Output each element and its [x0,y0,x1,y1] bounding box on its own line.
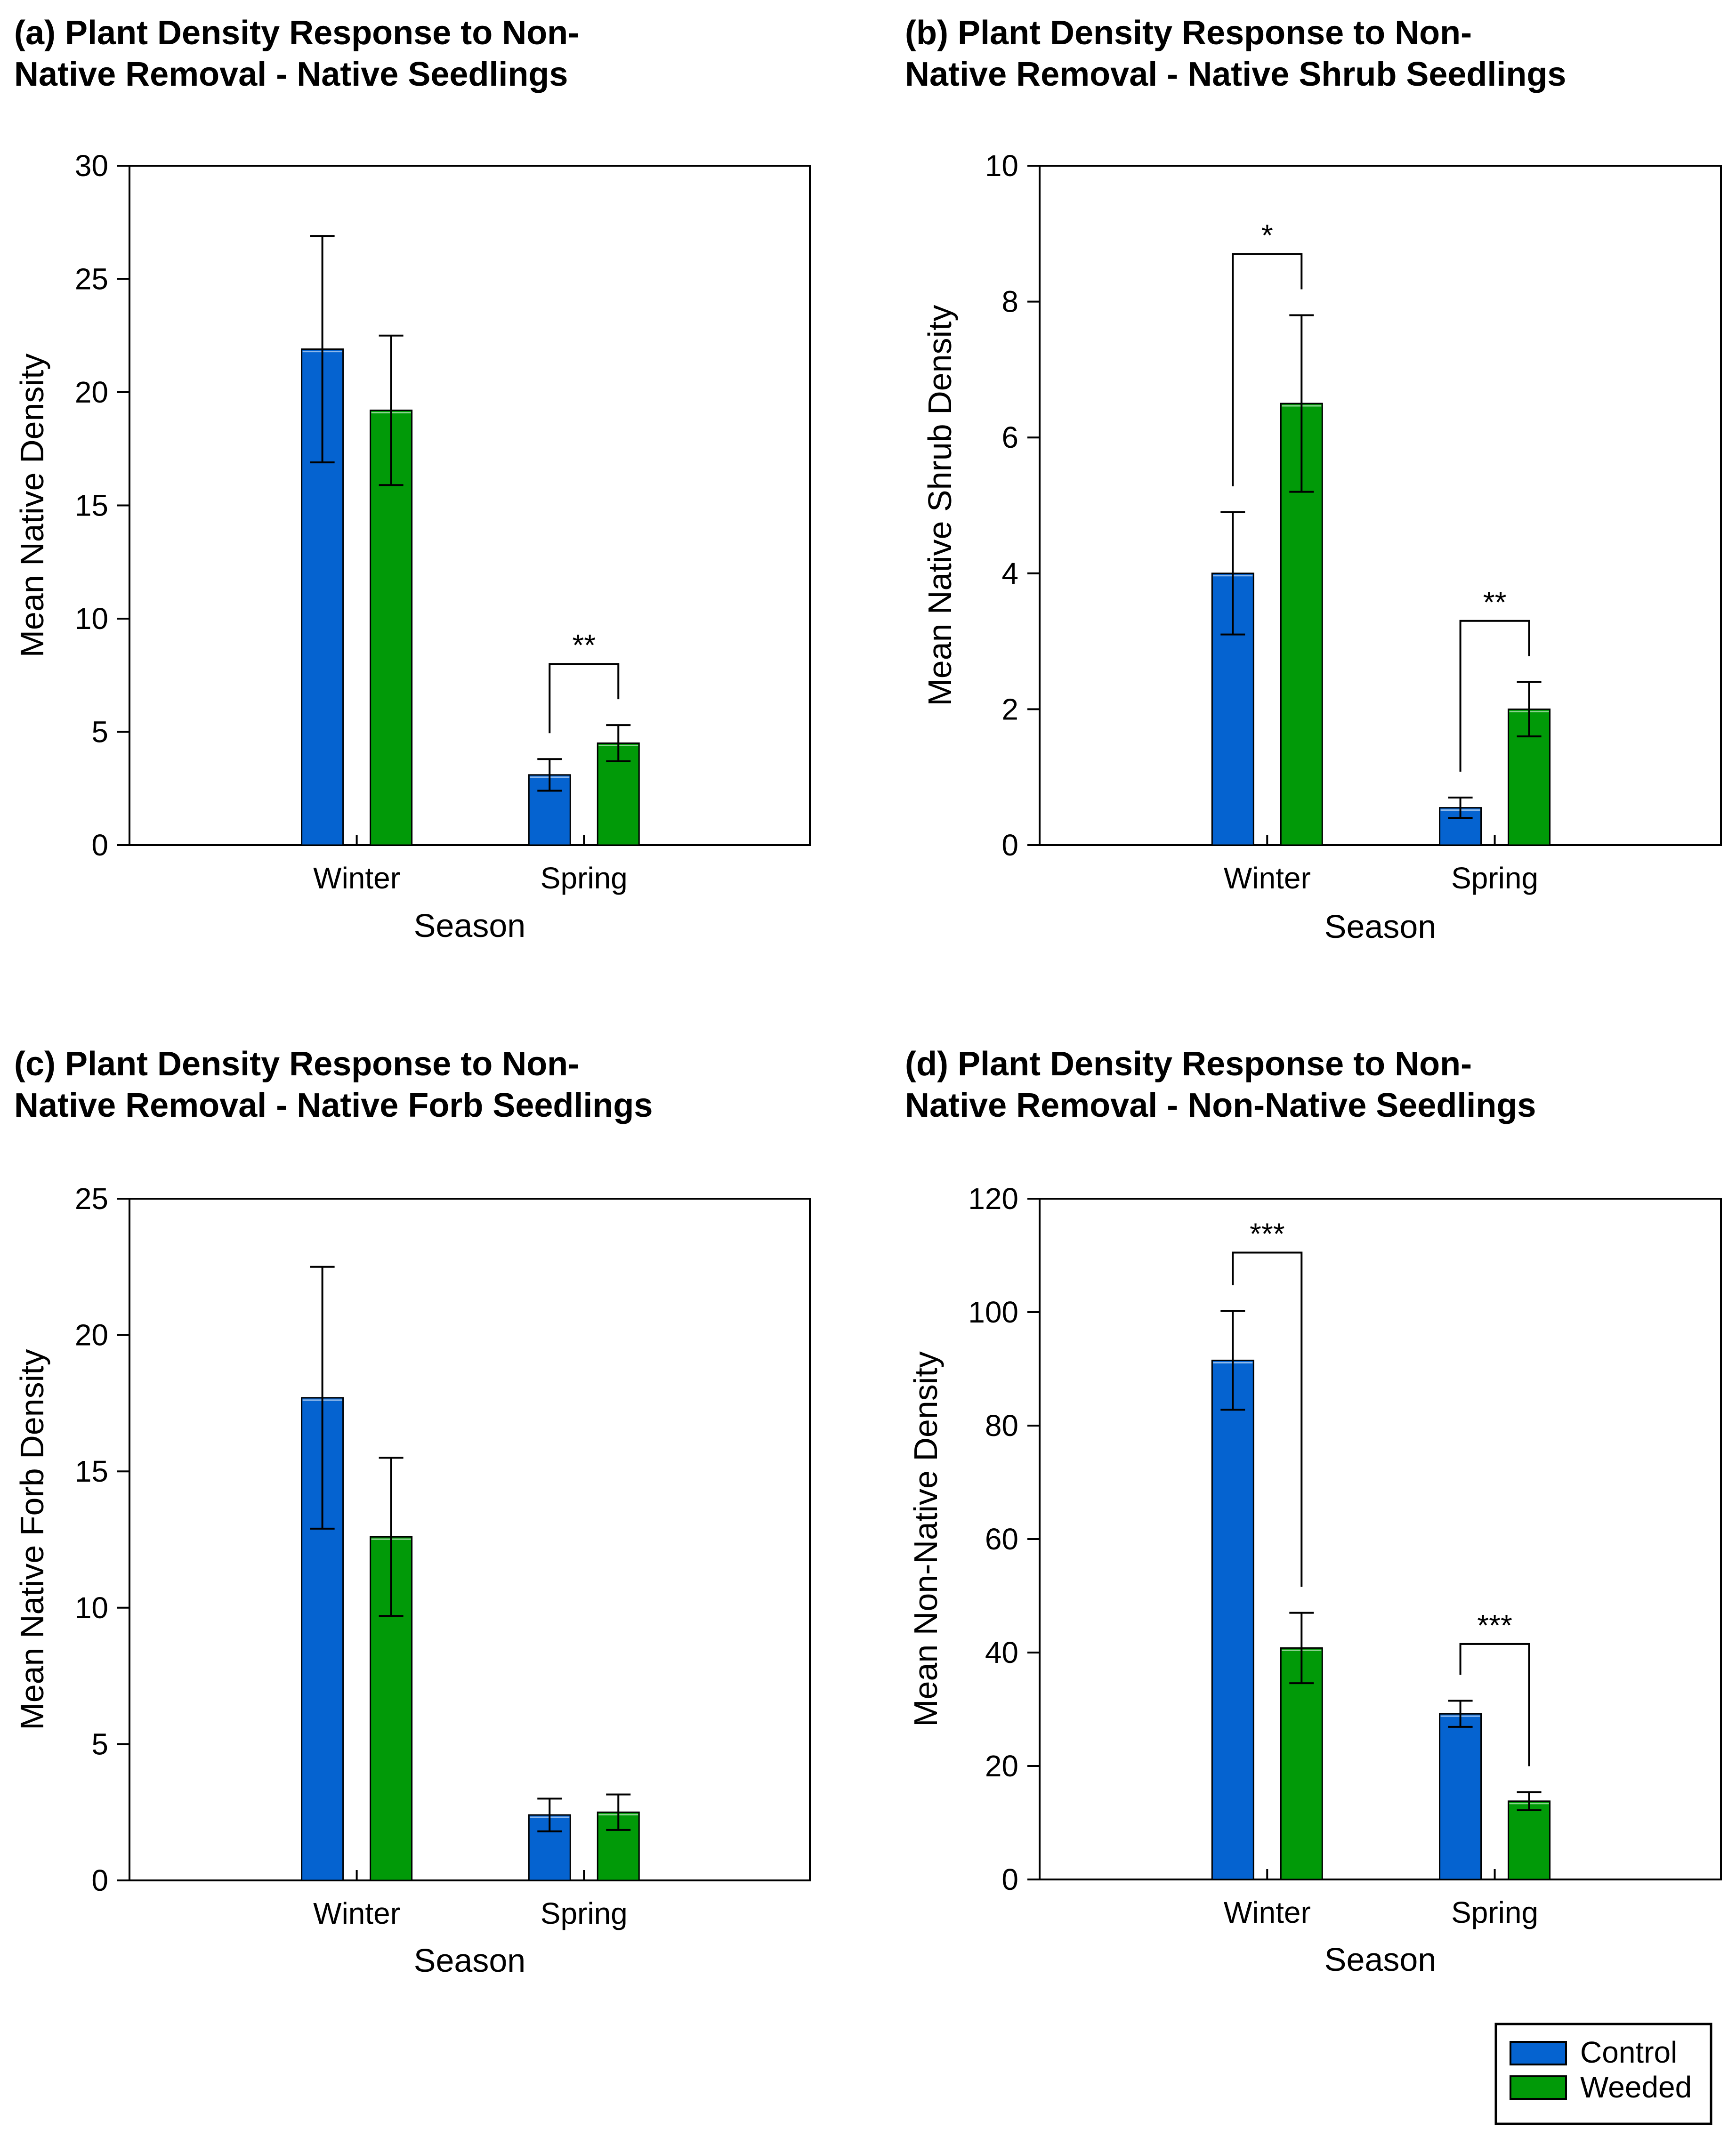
chart-title-line: Native Removal - Native Seedlings [14,56,568,93]
chart-title-line: Native Removal - Native Forb Seedlings [14,1087,653,1124]
y-tick-label: 4 [1001,556,1018,590]
y-tick-label: 15 [75,1454,108,1488]
plot-frame [129,1198,811,1881]
chart-title-line: (b) Plant Density Response to Non- [905,14,1472,52]
x-tick-label: Winter [1224,861,1311,895]
legend-swatch-weeded [1510,2075,1567,2100]
y-tick-label: 0 [91,1863,108,1897]
y-axis-label: Mean Native Shrub Density [921,305,958,706]
y-tick-label: 5 [91,715,108,749]
significance-label: * [1261,218,1273,252]
x-axis-label: Season [1324,908,1436,945]
chart-panel-b: (b) Plant Density Response to Non- Native… [905,14,1722,945]
significance-bracket [1232,1251,1303,1587]
significance-bracket [1459,620,1530,772]
y-tick-label: 20 [75,375,108,409]
y-tick-label: 6 [1001,420,1018,454]
significance-label: ** [572,628,596,662]
y-tick-label: 15 [75,489,108,523]
legend-label-control: Control [1580,2035,1677,2069]
y-tick-label: 10 [75,1591,108,1625]
significance-label: ** [1483,585,1507,619]
x-tick-label: Spring [541,861,628,895]
x-axis-label: Season [414,907,525,944]
significance-label: *** [1477,1608,1512,1642]
y-tick-label: 60 [985,1522,1018,1556]
legend-box [1494,2023,1712,2125]
plot-frame [1039,165,1722,846]
chart-title-line: Native Removal - Non-Native Seedlings [905,1087,1536,1124]
x-tick-label: Winter [313,1896,400,1930]
y-axis-label: Mean Non-Native Density [907,1351,944,1727]
significance-label: *** [1250,1217,1285,1250]
chart-title-line: Native Removal - Native Shrub Seedlings [905,56,1566,93]
legend-label-weeded: Weeded [1580,2070,1692,2104]
chart-panel-a: (a) Plant Density Response to Non- Native… [14,14,811,944]
x-tick-label: Winter [313,861,400,895]
y-axis-label: Mean Native Density [14,354,50,658]
x-axis-label: Season [1324,1941,1436,1978]
chart-title-line: (d) Plant Density Response to Non- [905,1045,1472,1083]
bar-weeded-winter [1280,1647,1323,1880]
chart-title-line: (a) Plant Density Response to Non- [14,14,579,52]
y-tick-label: 10 [985,149,1018,183]
y-tick-label: 40 [985,1636,1018,1669]
y-tick-label: 8 [1001,285,1018,319]
y-tick-label: 0 [1001,1863,1018,1896]
significance-bracket [549,663,620,734]
y-tick-label: 20 [75,1318,108,1352]
significance-bracket [1232,253,1303,486]
bar-weeded-spring [1508,708,1551,846]
chart-panel-c: (c) Plant Density Response to Non- Native… [14,1045,811,1979]
y-tick-label: 30 [75,149,108,183]
x-tick-label: Spring [541,1896,628,1930]
legend-swatch-control [1510,2041,1567,2065]
y-tick-label: 10 [75,602,108,636]
significance-bracket [1459,1643,1530,1766]
y-tick-label: 20 [985,1749,1018,1783]
y-tick-label: 80 [985,1409,1018,1443]
bar-weeded-spring [1508,1800,1551,1880]
y-axis-label: Mean Native Forb Density [14,1349,50,1730]
x-tick-label: Spring [1451,861,1538,895]
y-tick-label: 25 [75,262,108,296]
y-tick-label: 0 [1001,828,1018,862]
y-tick-label: 2 [1001,692,1018,726]
x-tick-label: Winter [1224,1895,1311,1929]
bar-control-winter [1211,1359,1254,1880]
y-tick-label: 100 [968,1295,1018,1329]
legend: Control Weeded [1494,2023,1712,2125]
y-tick-label: 120 [968,1182,1018,1216]
chart-panel-d: (d) Plant Density Response to Non- Native… [905,1045,1722,1978]
x-axis-label: Season [414,1942,525,1979]
y-tick-label: 0 [91,828,108,862]
bar-weeded-winter [370,409,413,846]
chart-title-line: (c) Plant Density Response to Non- [14,1045,579,1083]
y-tick-label: 5 [91,1727,108,1761]
bar-control-spring [1439,1713,1482,1880]
y-tick-label: 25 [75,1182,108,1216]
x-tick-label: Spring [1451,1895,1538,1929]
